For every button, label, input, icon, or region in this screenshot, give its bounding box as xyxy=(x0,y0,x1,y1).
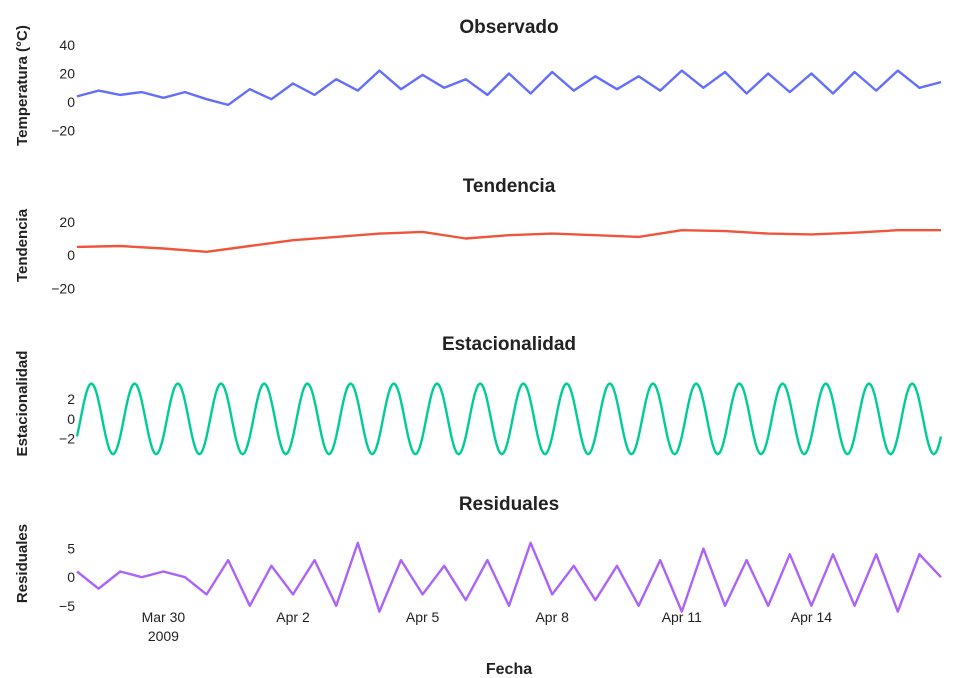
panel-observado: Observado Temperatura (°C) 40 20 0 −20 xyxy=(14,17,942,146)
y-axis-label-tendencia: Tendencia xyxy=(14,208,31,282)
y-tick-label: 20 xyxy=(59,65,75,81)
y-tick-label: −20 xyxy=(51,123,75,139)
y-tick-label: 20 xyxy=(59,214,75,230)
x-tick-label: Apr 11 xyxy=(662,609,702,625)
y-tick-label: −5 xyxy=(59,598,75,614)
y-tick-label: −2 xyxy=(59,430,75,446)
y-axis-label-observado: Temperatura (°C) xyxy=(14,25,31,146)
y-tick-label: 5 xyxy=(67,541,75,557)
y-tick-label: −20 xyxy=(51,280,75,296)
panel-title-observado: Observado xyxy=(459,17,558,38)
y-tick-label: 0 xyxy=(67,411,75,427)
x-tick-label: Apr 5 xyxy=(406,609,440,625)
panel-title-tendencia: Tendencia xyxy=(463,176,556,197)
y-tick-label: 2 xyxy=(67,391,75,407)
y-tick-label: 0 xyxy=(67,247,75,263)
y-tick-label: 0 xyxy=(67,569,75,585)
x-tick-label: Apr 14 xyxy=(791,609,832,625)
panel-title-residuales: Residuales xyxy=(459,494,559,515)
x-tick-label: Apr 2 xyxy=(276,609,310,625)
series-line-observado xyxy=(76,69,942,107)
panel-estacionalidad: Estacionalidad Estacionalidad 2 0 −2 xyxy=(14,334,943,457)
x-tick-sublabel: 2009 xyxy=(148,628,179,644)
series-line-residuales xyxy=(76,541,942,613)
panel-title-estacionalidad: Estacionalidad xyxy=(442,334,576,355)
panel-residuales: Residuales Residuales 5 0 −5 xyxy=(14,494,942,614)
x-tick-label: Mar 30 xyxy=(142,609,186,625)
series-line-estacionalidad xyxy=(75,382,943,456)
y-tick-label: 40 xyxy=(59,37,75,53)
y-tick-label: 0 xyxy=(67,94,75,110)
x-tick-label: Apr 8 xyxy=(535,609,569,625)
x-axis-title: Fecha xyxy=(486,661,532,678)
panel-tendencia: Tendencia Tendencia 20 0 −20 xyxy=(14,176,941,296)
y-axis-label-residuales: Residuales xyxy=(14,524,31,603)
y-axis-label-estacionalidad: Estacionalidad xyxy=(14,351,31,457)
series-line-tendencia xyxy=(76,229,941,253)
